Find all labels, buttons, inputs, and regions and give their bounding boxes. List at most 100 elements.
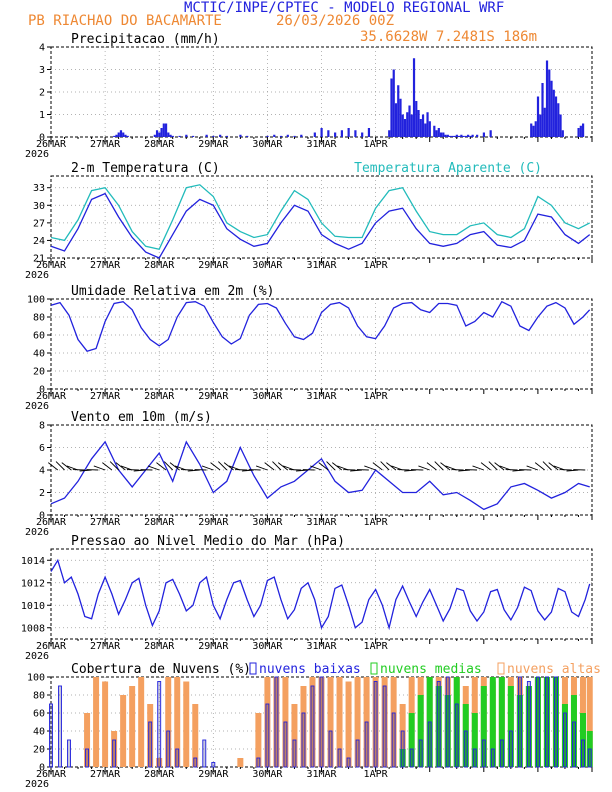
precip-bar (192, 135, 195, 137)
y-tick-label: 1010 (21, 601, 45, 612)
panel-title: Precipitacao (mm/h) (71, 32, 220, 47)
precip-bar (117, 132, 120, 137)
cloud-bar-mid (417, 695, 424, 767)
precip-bar (545, 60, 549, 137)
wind-vector (534, 462, 545, 471)
precip-bar (153, 134, 156, 137)
cloud-bar-mid (444, 695, 451, 767)
y-tick-label: 1014 (21, 556, 45, 567)
cloud-bar-high (138, 677, 145, 767)
cloud-bar-low (364, 721, 369, 768)
precip-bar (408, 105, 411, 137)
x-tick-label: 1APR (364, 517, 389, 528)
cloud-bar-low (472, 748, 477, 768)
cloud-bar-low (265, 703, 270, 768)
cloud-bar-mid (543, 677, 550, 767)
wind-vector (272, 461, 282, 471)
precip-bar (561, 130, 564, 137)
precip-bar (327, 130, 330, 137)
cloud-bar-low (58, 685, 62, 768)
precip-bar (158, 132, 161, 137)
y-tick-label: 4 (39, 43, 45, 54)
wind-vector (404, 469, 417, 472)
cloud-bar-low (256, 757, 261, 768)
precip-bar (554, 96, 558, 137)
precip-bar (394, 103, 398, 137)
legend-swatch (249, 662, 257, 675)
cloud-bar-high (390, 677, 397, 767)
x-tick-label: 31MAR (306, 517, 337, 528)
panel-title: Vento em 10m (m/s) (71, 410, 212, 425)
cloud-bar-low (427, 721, 432, 768)
x-tick-label: 28MAR (144, 391, 175, 402)
precip-bar (334, 132, 337, 137)
precip-bar (433, 125, 436, 137)
cloud-bar-low (85, 748, 90, 768)
precip-bar (399, 98, 402, 137)
x-year-label: 2026 (25, 401, 49, 412)
y-tick-label: 0 (39, 511, 45, 522)
cloud-bar-low (563, 712, 567, 768)
legend-label: nuvens altas (507, 662, 601, 677)
cloud-bar-high (102, 681, 109, 767)
wind-vector (55, 461, 65, 471)
precip-bar (367, 128, 371, 137)
cloud-bar-high (264, 677, 271, 767)
y-tick-label: 100 (27, 295, 45, 306)
cloud-bar-low (535, 676, 540, 768)
x-tick-label: 30MAR (252, 260, 283, 271)
cloud-bar-low (328, 730, 333, 768)
cloud-bar-low (310, 685, 315, 768)
cloud-bar-low (463, 730, 468, 768)
header-coords: 35.6628W 7.2481S 186m (360, 29, 538, 45)
wind-vector (526, 465, 539, 471)
precip-bar (347, 128, 350, 137)
cloud-bar-mid (462, 704, 469, 767)
y-tick-label: 4 (39, 466, 45, 477)
wind-vector (295, 469, 309, 472)
precip-bar (552, 89, 555, 137)
cloud-bar-low (211, 762, 216, 768)
series-line-vento (50, 440, 590, 511)
cloud-bar-high (336, 677, 343, 767)
cloud-bar-mid (471, 713, 478, 767)
y-tick-label: 80 (33, 313, 45, 324)
wind-vector (512, 469, 525, 472)
x-tick-label: 28MAR (144, 139, 175, 150)
precip-bar (476, 134, 479, 137)
y-tick-label: 0 (39, 133, 45, 144)
x-tick-label: 28MAR (144, 517, 175, 528)
panel-title: 2-m Temperatura (C) (71, 161, 220, 176)
x-tick-label: 26MAR (36, 260, 67, 271)
cloud-bar-high (345, 681, 352, 767)
precip-bar (401, 114, 404, 137)
cloud-bar-low (67, 739, 71, 768)
wind-vector (480, 462, 491, 471)
cloud-bar-low (400, 730, 405, 768)
cloud-bar-high (372, 677, 379, 767)
wind-vector (488, 461, 498, 471)
cloud-bar-low (572, 721, 576, 768)
y-tick-label: 27 (33, 218, 45, 229)
y-tick-label: 30 (33, 201, 45, 212)
precip-bar (320, 128, 323, 137)
cloud-bar-low (337, 748, 342, 768)
x-tick-label: 29MAR (198, 391, 229, 402)
precip-bar (246, 135, 249, 137)
cloud-bar-low (544, 676, 549, 768)
cloud-bar-low (175, 748, 180, 768)
cloud-bar-low (112, 739, 117, 768)
precip-bar (313, 132, 316, 137)
precip-bar (439, 132, 443, 137)
cloud-bar-low (581, 739, 585, 768)
precip-bar (178, 135, 181, 137)
precip-bar (354, 130, 357, 137)
x-tick-label: 27MAR (90, 139, 121, 150)
y-tick-label: 1 (39, 110, 45, 121)
cloud-bar-low (508, 730, 513, 768)
cloud-bar-high (93, 677, 100, 767)
wind-vector (47, 462, 59, 471)
legend-label: nuvens baixas (259, 662, 361, 677)
cloud-bar-high (273, 677, 280, 767)
